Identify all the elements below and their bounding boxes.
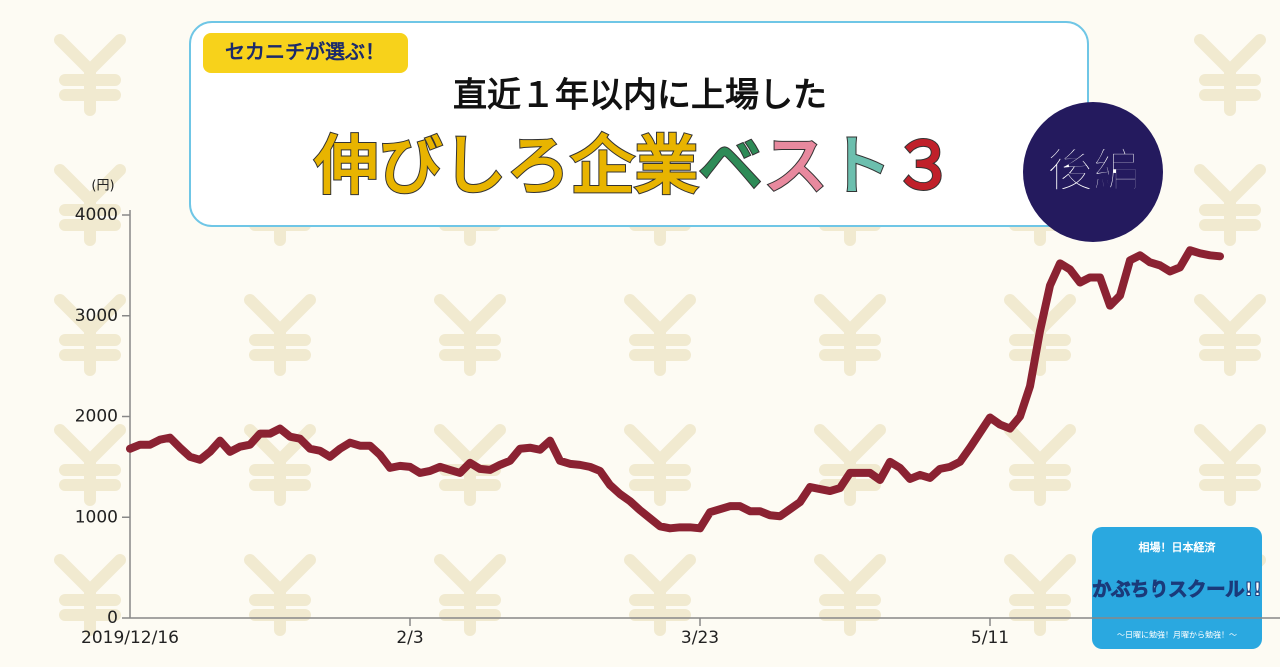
x-tick-label: 3/23 bbox=[681, 628, 719, 648]
logo: 相場！日本経済 かぶちりスクール!! 〜日曜に勉強！月曜から勉強！〜 bbox=[1092, 527, 1262, 649]
logo-tagline: 〜日曜に勉強！月曜から勉強！〜 bbox=[1117, 630, 1237, 640]
logo-top: 相場！日本経済 bbox=[1139, 540, 1217, 554]
x-tick-label: 5/11 bbox=[971, 628, 1009, 648]
title-part: ト bbox=[828, 130, 892, 204]
y-tick-label: 0 bbox=[107, 608, 118, 628]
line-series bbox=[126, 246, 1224, 533]
title-part: ス bbox=[764, 130, 828, 204]
banner-subtitle: 直近１年以内に上場した bbox=[453, 76, 827, 116]
logo-name: かぶちりスクール!! bbox=[1092, 579, 1262, 601]
title-part: ３ bbox=[892, 130, 956, 204]
title-part: ベ bbox=[698, 130, 763, 204]
y-axis-label: (円) bbox=[91, 179, 114, 194]
badge: 後編 bbox=[1047, 144, 1139, 198]
y-tick-label: 2000 bbox=[75, 407, 118, 427]
x-tick-label: 2019/12/16 bbox=[81, 628, 179, 648]
banner-title: 伸びしろ企業ベスト３ bbox=[313, 130, 955, 204]
badge-circle bbox=[1023, 102, 1163, 242]
tag-box bbox=[203, 33, 408, 73]
banner-tag: セカニチが選ぶ！ bbox=[225, 40, 385, 64]
y-tick-label: 1000 bbox=[75, 507, 118, 527]
x-tick-label: 2/3 bbox=[396, 628, 423, 648]
y-tick-label: 3000 bbox=[75, 306, 118, 326]
y-tick-label: 4000 bbox=[75, 205, 118, 225]
title-part: 伸びしろ企業 bbox=[313, 130, 698, 204]
